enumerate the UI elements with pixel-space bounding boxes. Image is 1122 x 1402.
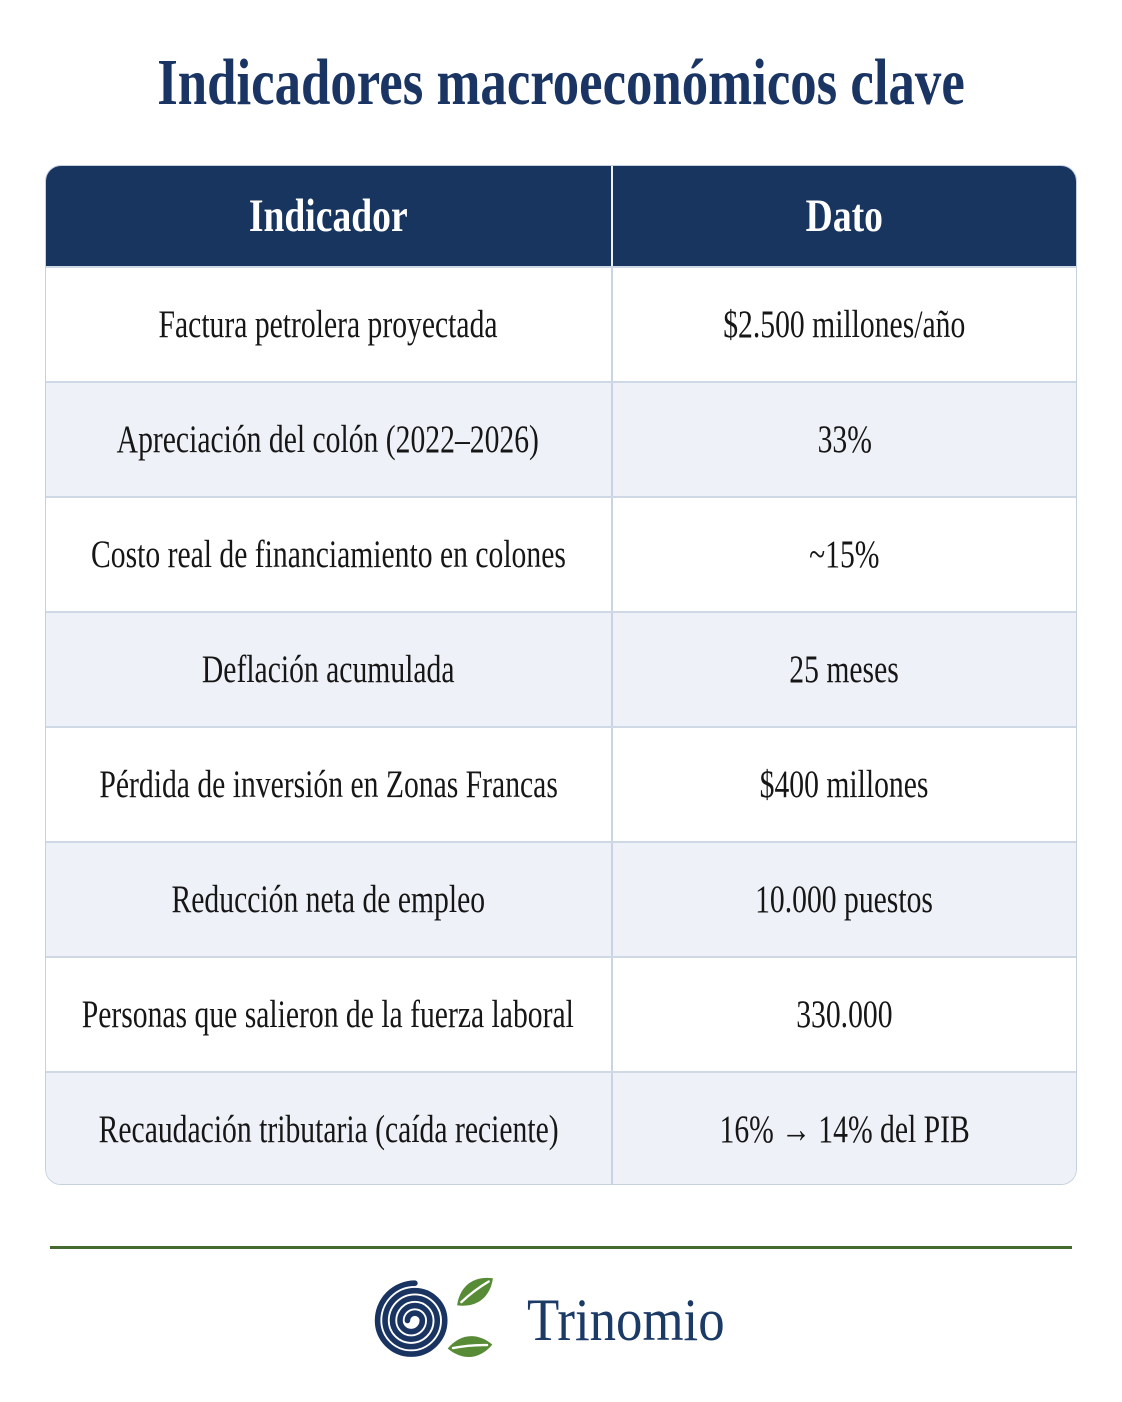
dato-text: 25 meses [789,648,899,691]
dato-text: ~15% [809,533,880,576]
table-row: Factura petrolera proyectada $2.500 mill… [46,266,1076,381]
brand-logo: Trinomio [0,1270,1122,1370]
table-header-row: Indicador Dato [46,166,1076,266]
dato-text: $2.500 millones/año [723,303,966,346]
indicator-text: Apreciación del colón (2022–2026) [117,418,540,461]
indicator-text: Deflación acumulada [201,648,455,691]
indicator-cell: Reducción neta de empleo [46,843,613,956]
header-cell-dato: Dato [613,166,1077,266]
table-row: Reducción neta de empleo 10.000 puestos [46,841,1076,956]
footer-divider-line [50,1246,1072,1249]
dato-cell: 33% [613,383,1077,496]
dato-text: 330.000 [796,993,893,1036]
dato-text: $400 millones [759,763,929,806]
dato-text: 10.000 puestos [755,878,934,921]
table-row: Pérdida de inversión en Zonas Francas $4… [46,726,1076,841]
table-row: Recaudación tributaria (caída reciente) … [46,1071,1077,1184]
table-row: Costo real de financiamiento en colones … [46,496,1076,611]
indicator-cell: Costo real de financiamiento en colones [46,498,613,611]
leaf-icon [447,1335,493,1357]
indicator-cell: Pérdida de inversión en Zonas Francas [46,728,613,841]
brand-name: Trinomio [526,1286,725,1353]
header-label: Indicador [248,190,408,242]
header-cell-indicator: Indicador [46,166,613,266]
table-row: Deflación acumulada 25 meses [46,611,1076,726]
table-row: Apreciación del colón (2022–2026) 33% [46,381,1076,496]
spiral-icon [374,1279,448,1357]
dato-cell: 25 meses [613,613,1077,726]
page-title: Indicadores macroeconómicos clave [157,46,965,119]
dato-cell: $2.500 millones/año [613,268,1077,381]
dato-cell: ~15% [613,498,1077,611]
dato-text: 16% → 14% del PIB [719,1108,970,1151]
spiral-leaf-logo-icon [374,1277,493,1357]
indicator-text: Costo real de financiamiento en colones [90,533,566,576]
indicator-text: Recaudación tributaria (caída reciente) [98,1108,559,1151]
indicator-cell: Deflación acumulada [46,613,613,726]
dato-cell: 10.000 puestos [613,843,1077,956]
indicator-cell: Factura petrolera proyectada [46,268,613,381]
dato-cell: 16% → 14% del PIB [613,1073,1077,1184]
indicators-table: Indicador Dato Factura petrolera proyect… [45,165,1077,1185]
table-row: Personas que salieron de la fuerza labor… [46,956,1076,1071]
indicator-cell: Personas que salieron de la fuerza labor… [46,958,613,1071]
indicator-text: Personas que salieron de la fuerza labor… [82,993,575,1036]
indicator-text: Reducción neta de empleo [171,878,486,921]
header-label: Dato [805,190,883,242]
indicator-cell: Apreciación del colón (2022–2026) [46,383,613,496]
indicator-text: Pérdida de inversión en Zonas Francas [99,763,558,806]
dato-text: 33% [817,418,872,461]
indicator-text: Factura petrolera proyectada [158,303,498,346]
dato-cell: 330.000 [613,958,1077,1071]
dato-cell: $400 millones [613,728,1077,841]
leaf-icon [456,1277,493,1306]
indicator-cell: Recaudación tributaria (caída reciente) [46,1073,613,1184]
